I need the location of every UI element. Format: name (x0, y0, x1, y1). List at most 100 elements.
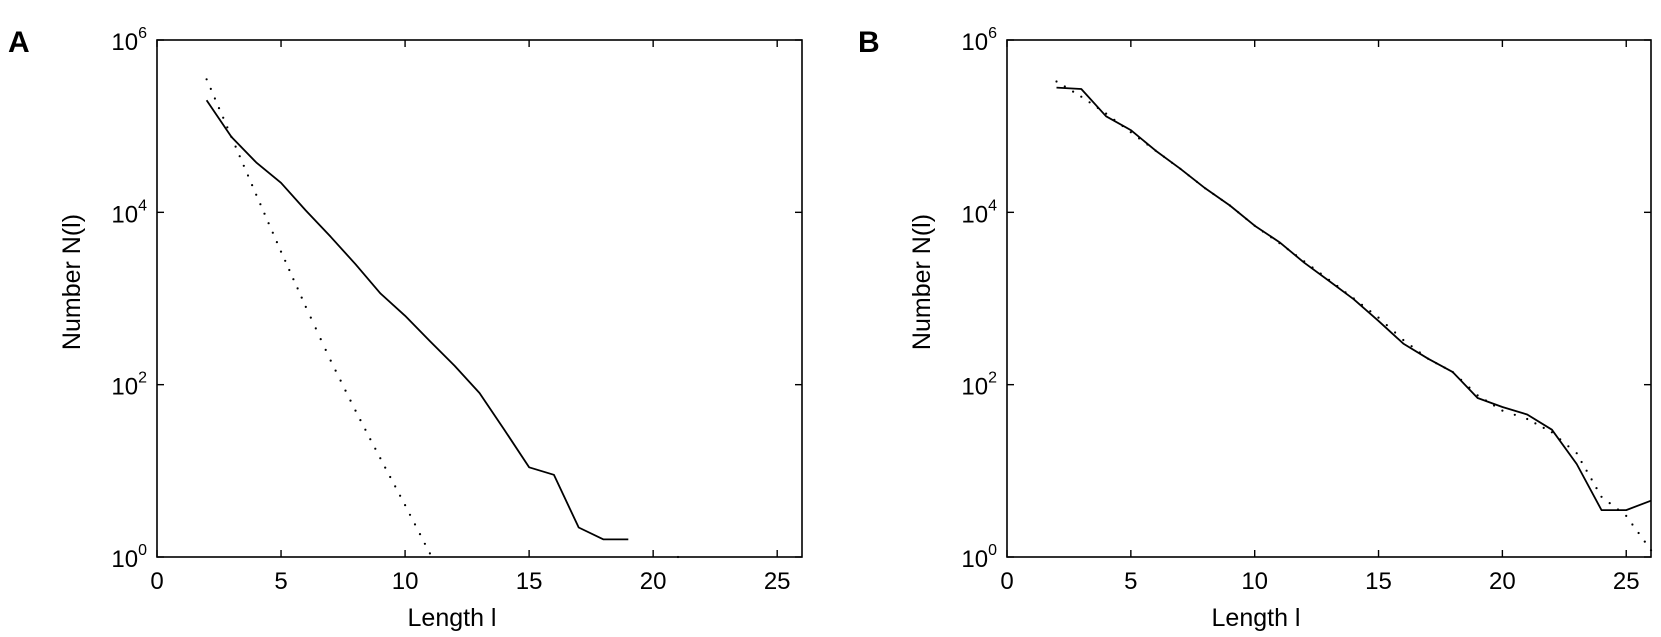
y-tick-label: 100 (961, 542, 997, 573)
series-dotted-point (279, 250, 283, 253)
series-dotted-point (1526, 417, 1529, 421)
x-tick-label: 0 (150, 568, 163, 595)
series-dotted-point (1187, 174, 1190, 177)
series-dotted-point (1352, 297, 1355, 300)
series-dotted-point (1501, 409, 1504, 412)
series-dotted-point (1435, 362, 1438, 365)
series-dotted-point (329, 359, 332, 362)
series-dotted-point (1542, 426, 1545, 429)
series-dotted-point (418, 533, 422, 536)
series-dotted-point (1585, 469, 1588, 472)
series-dotted-point (222, 116, 225, 119)
panel-letter-a: A (8, 26, 30, 59)
series-dotted-point (1637, 531, 1640, 535)
series-dotted-point (1567, 445, 1570, 448)
series-dotted-point (1171, 161, 1174, 164)
series-dotted-point (1154, 149, 1157, 152)
series-dotted-point (394, 485, 397, 488)
series-dotted-point (379, 457, 382, 460)
series-dotted-point (263, 212, 266, 215)
series-dotted-point (339, 379, 342, 382)
series-dotted-point (428, 552, 431, 555)
series-dotted-point (1261, 230, 1264, 233)
series-dotted-point (246, 174, 250, 177)
series-dotted-point (1534, 422, 1537, 425)
series-dotted-point (1336, 284, 1339, 288)
series-dotted-point (1460, 378, 1463, 381)
series-dotted-point (413, 523, 417, 526)
x-tick-label: 20 (640, 568, 667, 595)
plot-area-a: 0 5 10 15 20 25 100 102 104 106 (111, 25, 803, 595)
series-dotted-point (309, 316, 312, 319)
series-dotted-point (676, 555, 680, 559)
y-tick-label: 106 (961, 25, 997, 56)
series-dotted-point (349, 399, 352, 402)
series-dotted-point (1468, 386, 1471, 389)
series-dotted-point (1616, 508, 1620, 511)
x-tick-label: 5 (274, 568, 287, 595)
series-dotted-point (1286, 248, 1289, 251)
series-dotted-point (1096, 106, 1099, 109)
series-dotted-point (1377, 316, 1380, 319)
series-dotted-point (1427, 357, 1430, 360)
series-dotted-point (209, 87, 212, 90)
series-dotted-point (404, 504, 407, 507)
series-dotted-point (275, 241, 278, 244)
y-tick-label: 104 (111, 197, 147, 228)
series-dotted-point (1129, 131, 1132, 134)
series-dotted-point (1625, 514, 1628, 518)
y-tick-label: 102 (961, 370, 997, 401)
series-dotted-point (1121, 124, 1124, 128)
series-dotted-point (1344, 291, 1347, 294)
series-dotted-point (234, 145, 237, 148)
series-dotted-point (1575, 452, 1578, 455)
x-tick-label: 25 (1613, 568, 1640, 595)
x-tick-label: 10 (1241, 568, 1268, 595)
series-dotted-point (1303, 260, 1306, 263)
series-dotted-point (242, 164, 245, 167)
series-dotted-point (1294, 254, 1298, 257)
chart-panel-b: B 0 5 10 15 20 25 100 102 104 106 Length l Number… (858, 25, 1653, 632)
y-axis-label-b: Number N(l) (908, 214, 936, 350)
series-dotted-point (1476, 394, 1479, 397)
series-dotted-point (1608, 502, 1611, 505)
series-dotted-point (230, 135, 233, 138)
series-dotted-point (384, 466, 387, 469)
x-axis-label-a: Length l (408, 604, 497, 632)
series-dotted-point (213, 97, 216, 100)
plot-area-b: 0 5 10 15 20 25 100 102 104 106 (961, 25, 1653, 595)
series-dotted-point (1484, 399, 1487, 402)
x-tick-label: 0 (1000, 568, 1013, 595)
series-dotted-point (1631, 523, 1634, 526)
series-dotted-point (369, 438, 372, 441)
series-dotted-point (1327, 278, 1331, 281)
series-dotted-point (1600, 495, 1603, 498)
series-dotted-point (300, 296, 303, 299)
series-dotted-point (1443, 366, 1446, 369)
series-dotted-point (304, 305, 307, 308)
panel-letter-b: B (858, 26, 880, 59)
series-dotted-point (259, 203, 262, 206)
series-dotted-point (1360, 303, 1364, 306)
series-dotted-point (271, 231, 274, 234)
series-dotted-point (1493, 404, 1496, 407)
series-dotted-point (267, 222, 270, 225)
series-dotted-point (1394, 331, 1397, 334)
series-dotted-point (1402, 338, 1405, 342)
series-dotted-point (292, 278, 295, 281)
series-dotted-point (205, 78, 208, 81)
series-dotted-point (389, 475, 392, 479)
series-dotted-point (314, 327, 317, 330)
series-dotted-point (1162, 155, 1165, 158)
x-tick-label: 15 (1365, 568, 1392, 595)
series-dotted-point (251, 184, 254, 187)
series-dotted-point (1410, 345, 1413, 348)
x-tick-label: 25 (764, 568, 791, 595)
series-dotted-point (1643, 540, 1646, 543)
series-dotted-point (1385, 324, 1388, 327)
x-tick-label: 10 (392, 568, 419, 595)
y-tick-label: 102 (111, 370, 147, 401)
series-dotted-point (1270, 236, 1273, 239)
series-dotted-point (1088, 101, 1091, 104)
